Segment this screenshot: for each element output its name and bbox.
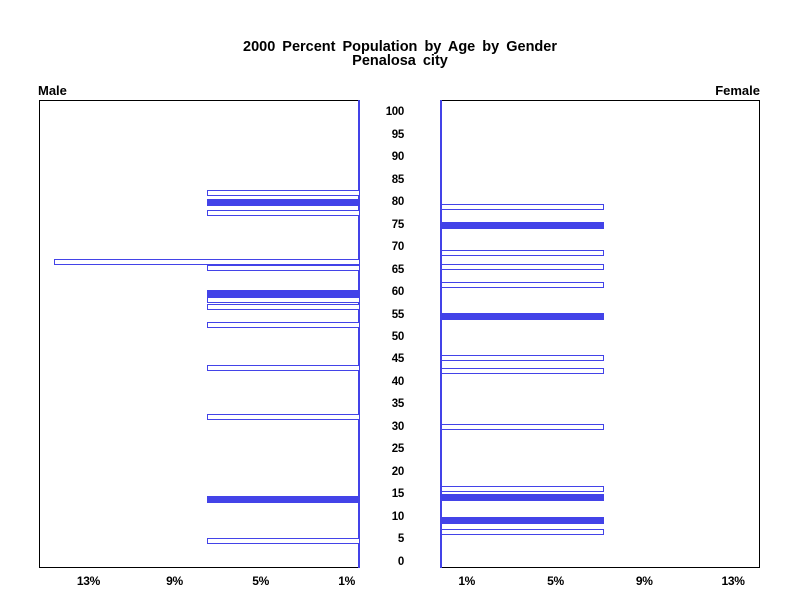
age-tick-label-70: 70 (391, 241, 405, 254)
male-pct-tick-label-13: 13% (76, 574, 100, 588)
male-chart-panel (39, 100, 360, 568)
male-zero-axis-line (357, 100, 360, 568)
age-tick-label-100: 100 (385, 106, 405, 119)
age-tick-label-5: 5 (397, 533, 404, 546)
age-tick-label-90: 90 (391, 151, 405, 164)
bar-female-age-14.2 (441, 494, 605, 502)
age-tick-label-50: 50 (391, 331, 405, 343)
age-tick-label-45: 45 (391, 353, 405, 366)
bar-male-age-66.8 (54, 258, 360, 265)
bar-male-age-58.3 (206, 296, 360, 303)
age-tick-label-15: 15 (391, 488, 405, 501)
female-panel-label: Female (715, 83, 760, 98)
female-pct-tick-label-13: 13% (721, 574, 745, 588)
bar-female-age-16.2 (441, 485, 605, 492)
age-tick-label-40: 40 (391, 375, 405, 388)
age-tick-label-55: 55 (391, 308, 405, 321)
age-tick-label-30: 30 (391, 420, 405, 433)
bar-male-age-13.9 (206, 495, 360, 503)
age-tick-label-60: 60 (391, 286, 405, 299)
bar-female-age-68.6 (441, 250, 605, 257)
chart-subtitle: Penalosa city (352, 53, 448, 69)
age-tick-label-95: 95 (391, 128, 405, 141)
bar-male-age-59.6 (206, 290, 360, 298)
age-tick-label-80: 80 (391, 196, 405, 209)
chart-title-block: 2000 Percent Population by Age by Gender… (0, 39, 800, 69)
bar-male-age-32.2 (206, 413, 360, 420)
bar-male-age-65.4 (206, 264, 360, 271)
male-pct-tick-label-9: 9% (166, 574, 183, 588)
bar-female-age-78.9 (441, 204, 605, 211)
bar-female-age-54.5 (441, 313, 605, 321)
male-panel-label: Male (38, 83, 67, 98)
bar-female-age-65.6 (441, 263, 605, 270)
bar-female-age-30 (441, 423, 605, 430)
bar-female-age-45.3 (441, 355, 605, 362)
bar-male-age-77.5 (206, 210, 360, 217)
female-pct-tick-label-1: 1% (458, 574, 476, 588)
age-tick-label-35: 35 (391, 398, 405, 411)
age-tick-label-20: 20 (391, 465, 405, 478)
male-pct-tick-label-5: 5% (252, 574, 269, 588)
bar-female-age-9.1 (441, 517, 605, 525)
bar-male-age-56.6 (206, 304, 360, 311)
age-tick-label-65: 65 (391, 263, 405, 276)
bar-male-age-43.2 (206, 364, 360, 371)
female-zero-axis-line (439, 100, 442, 568)
bar-female-age-61.6 (441, 281, 605, 288)
female-pct-tick-label-9: 9% (635, 574, 653, 588)
bar-female-age-6.5 (441, 529, 605, 536)
age-tick-label-10: 10 (391, 510, 405, 523)
female-pct-tick-label-5: 5% (547, 574, 564, 588)
bar-male-age-52.7 (206, 321, 360, 328)
age-tick-label-75: 75 (391, 218, 405, 231)
bar-male-age-82 (206, 190, 360, 197)
male-pct-tick-label-1: 1% (338, 574, 356, 588)
age-tick-label-0: 0 (397, 555, 404, 568)
bar-male-age-4.7 (206, 537, 360, 544)
bar-female-age-42.4 (441, 368, 605, 375)
bar-male-age-79.9 (206, 199, 360, 207)
bar-female-age-74.7 (441, 222, 605, 230)
age-tick-label-85: 85 (391, 173, 405, 186)
age-tick-label-25: 25 (391, 443, 405, 456)
chart-title: 2000 Percent Population by Age by Gender (243, 39, 557, 55)
